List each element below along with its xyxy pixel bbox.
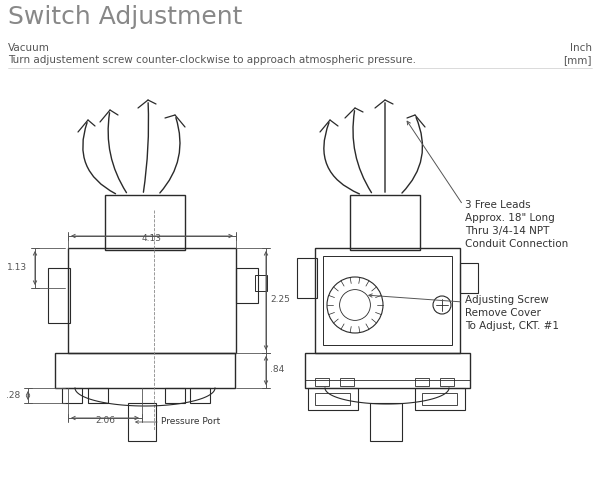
Bar xyxy=(350,195,420,250)
Bar xyxy=(236,268,258,303)
Bar xyxy=(370,403,402,441)
Bar xyxy=(315,378,329,386)
Text: Vacuum: Vacuum xyxy=(8,43,50,53)
Text: Approx. 18" Long: Approx. 18" Long xyxy=(465,213,555,223)
Text: 2.06: 2.06 xyxy=(95,416,115,425)
Bar xyxy=(415,378,429,386)
Text: 2.25: 2.25 xyxy=(270,295,290,304)
Text: Turn adjustement screw counter-clockwise to approach atmospheric pressure.: Turn adjustement screw counter-clockwise… xyxy=(8,55,416,65)
Text: Conduit Connection: Conduit Connection xyxy=(465,239,568,249)
Text: .28: .28 xyxy=(6,391,20,400)
Bar xyxy=(55,353,235,388)
Bar xyxy=(88,388,108,403)
Text: [mm]: [mm] xyxy=(563,55,592,65)
Bar xyxy=(105,195,185,250)
Text: Pressure Port: Pressure Port xyxy=(161,417,220,426)
Bar xyxy=(440,378,454,386)
Bar xyxy=(422,393,457,405)
Text: .84: .84 xyxy=(270,365,284,374)
Bar xyxy=(308,388,358,410)
Bar xyxy=(305,353,470,388)
Bar xyxy=(190,388,210,403)
Text: To Adjust, CKT. #1: To Adjust, CKT. #1 xyxy=(465,321,559,331)
Bar xyxy=(460,263,478,293)
Text: Adjusting Screw: Adjusting Screw xyxy=(465,295,549,305)
Bar xyxy=(62,388,82,403)
Bar xyxy=(68,248,236,353)
Bar xyxy=(315,248,460,353)
Bar xyxy=(165,388,185,403)
Text: Thru 3/4-14 NPT: Thru 3/4-14 NPT xyxy=(465,226,550,236)
Bar xyxy=(340,378,354,386)
Bar xyxy=(323,256,452,345)
Text: 1.13: 1.13 xyxy=(7,264,27,273)
Text: 4.13: 4.13 xyxy=(142,234,162,243)
Bar xyxy=(415,388,465,410)
Bar xyxy=(48,268,70,323)
Text: Remove Cover: Remove Cover xyxy=(465,308,541,318)
Bar xyxy=(297,258,317,298)
Bar xyxy=(255,275,267,291)
Text: Inch: Inch xyxy=(570,43,592,53)
Bar xyxy=(315,393,350,405)
Text: Switch Adjustment: Switch Adjustment xyxy=(8,5,242,29)
Bar xyxy=(128,403,156,441)
Text: 3 Free Leads: 3 Free Leads xyxy=(465,200,530,210)
